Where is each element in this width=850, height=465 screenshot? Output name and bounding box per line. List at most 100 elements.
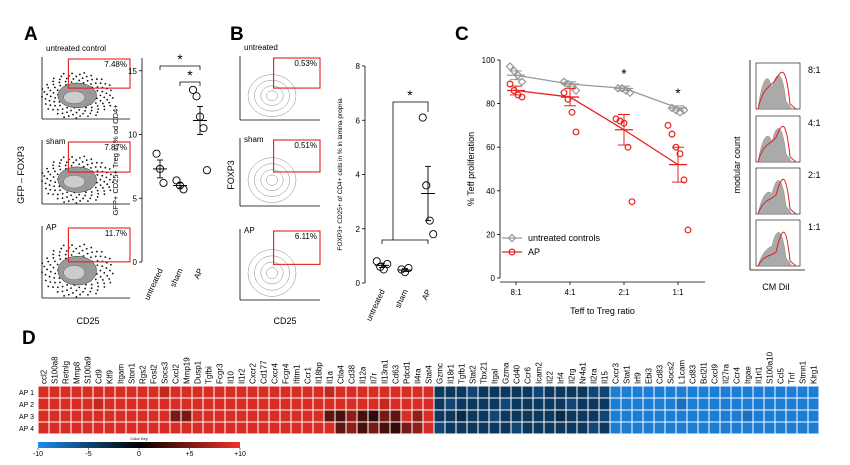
column-label: Tnf: [788, 372, 797, 384]
panel-label: B: [230, 24, 244, 45]
heatmap-cell: [620, 397, 633, 411]
heatmap-cell: [114, 397, 127, 411]
flow-dot: [59, 258, 62, 261]
heatmap-cell: [466, 409, 479, 423]
heatmap-cell: [510, 385, 523, 399]
x-tick-label: 4:1: [564, 288, 576, 297]
column-label: Stat1: [623, 365, 632, 384]
hist-ap: [757, 231, 797, 267]
flow-contour: [260, 85, 284, 106]
flow-dot: [49, 95, 52, 98]
x-tick-label: untreated: [364, 288, 386, 322]
flow-dot: [96, 289, 99, 291]
flow-dot: [52, 108, 54, 111]
flow-dot: [52, 91, 55, 94]
data-point: [664, 121, 672, 129]
heatmap-cell: [719, 409, 732, 423]
column-label: Cd9: [95, 369, 104, 384]
heatmap-cell: [664, 385, 677, 399]
column-label: Tgfbi: [205, 366, 214, 384]
y-tick-label: 60: [486, 143, 495, 152]
heatmap-cell: [345, 409, 358, 423]
heatmap-cell: [807, 385, 820, 399]
flow-dot: [49, 104, 52, 107]
flow-dot: [90, 167, 92, 169]
x-tick-label: 8:1: [510, 288, 522, 297]
flow-dot: [43, 265, 46, 268]
heatmap-cell: [125, 421, 138, 435]
heatmap-cell: [400, 421, 413, 435]
heatmap-cell: [125, 409, 138, 423]
flow-dot: [75, 111, 78, 114]
flow-dot: [75, 159, 78, 161]
data-point: [628, 198, 636, 206]
heatmap-cell: [488, 397, 501, 411]
flow-dot: [54, 260, 56, 263]
column-label: Ston1: [128, 363, 137, 384]
flow-dot: [90, 283, 93, 286]
heatmap-cell: [576, 397, 589, 411]
flow-dot: [70, 109, 72, 112]
heatmap-cell: [521, 397, 534, 411]
color-key-label: -10: [33, 451, 43, 458]
heatmap-cell: [70, 397, 83, 411]
heatmap-cell: [521, 385, 534, 399]
legend-marker: [507, 233, 517, 243]
flow-dot: [96, 105, 99, 107]
heatmap-cell: [323, 397, 336, 411]
flow-dot: [41, 88, 44, 90]
heatmap-cell: [609, 421, 622, 435]
flow-dot: [66, 106, 69, 109]
heatmap-cell: [202, 421, 215, 435]
y-tick-label: 80: [486, 100, 495, 109]
flow-dot: [66, 196, 68, 198]
flow-dot: [54, 181, 57, 184]
heatmap-cell: [81, 409, 94, 423]
heatmap-cell: [180, 385, 193, 399]
heatmap-cell: [224, 385, 237, 399]
flow-dot: [72, 198, 74, 201]
heatmap-cell: [59, 385, 72, 399]
column-label: Cxcr2: [249, 363, 258, 384]
flow-dot: [54, 96, 57, 99]
heatmap-cell: [257, 409, 270, 423]
heatmap-cell: [785, 397, 798, 411]
flow-dot: [46, 177, 49, 180]
flow-dot: [84, 287, 86, 290]
flow-dot: [67, 293, 70, 296]
flow-dot: [95, 78, 98, 80]
flow-dot: [106, 98, 109, 101]
data-point: [199, 124, 208, 133]
flow-dot: [71, 244, 73, 246]
flow-gate: [67, 227, 131, 263]
heatmap-cell: [763, 385, 776, 399]
flow-dot: [79, 115, 81, 117]
flow-dot: [53, 276, 56, 279]
flow-density: [63, 175, 85, 189]
y-tick-label: 40: [486, 187, 495, 196]
flow-dot: [99, 94, 102, 97]
flow-dot: [70, 254, 73, 256]
flow-dot: [59, 168, 62, 171]
column-label: S100a9: [84, 356, 93, 384]
flow-dot: [95, 114, 97, 117]
panel-label: C: [455, 24, 469, 45]
flow-dot: [89, 112, 92, 115]
flow-dot: [48, 99, 51, 102]
flow-dot: [82, 255, 85, 257]
color-key-label: 0: [137, 451, 141, 458]
heatmap-cell: [400, 409, 413, 423]
heatmap-cell: [70, 385, 83, 399]
flow-dot: [109, 281, 112, 284]
column-label: Cd83: [689, 364, 698, 384]
flow-dot: [109, 104, 112, 107]
heatmap-cell: [785, 385, 798, 399]
flow-dot: [81, 249, 84, 252]
flow-dot: [64, 80, 67, 83]
heatmap-cell: [70, 409, 83, 423]
flow-dot: [103, 108, 106, 111]
heatmap-cell: [213, 409, 226, 423]
heatmap-cell: [312, 397, 325, 411]
flow-dot: [97, 108, 100, 110]
